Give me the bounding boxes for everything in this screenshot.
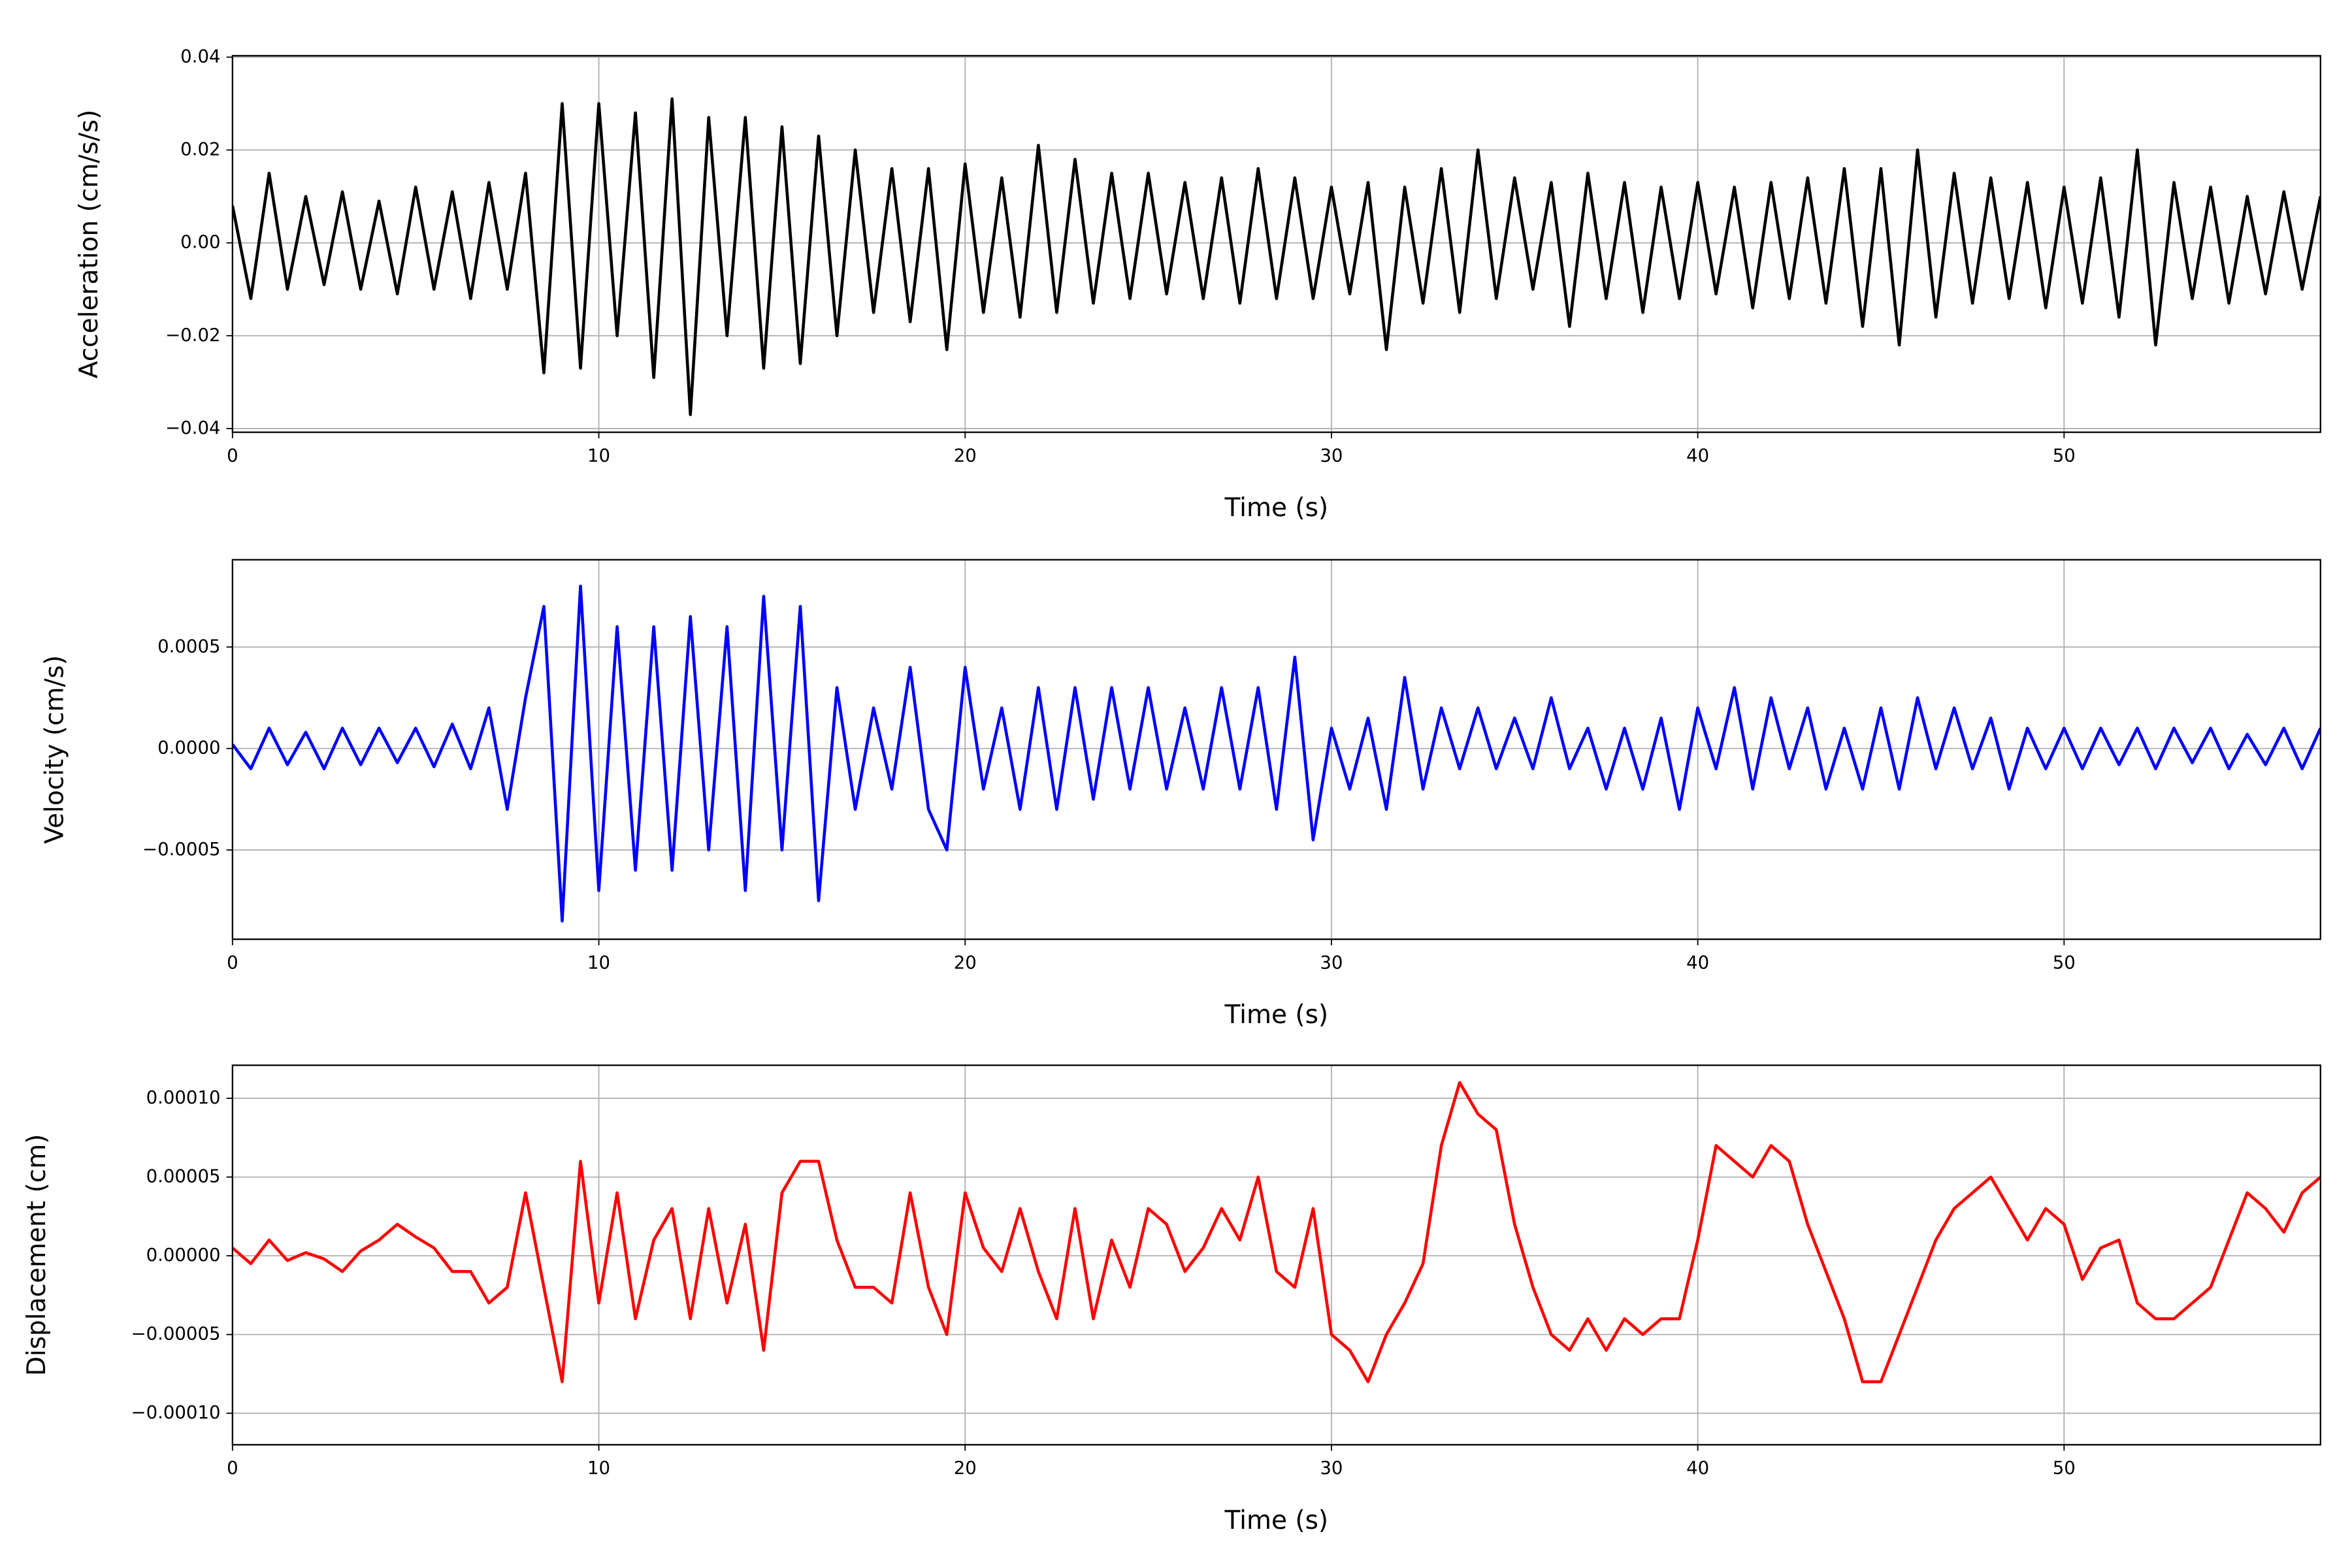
y-tick-label: 0.00005: [146, 1166, 221, 1187]
data-line: [232, 584, 2321, 923]
x-tick-label: 10: [587, 445, 610, 466]
x-axis-label: Time (s): [1224, 1506, 1328, 1535]
data-line: [232, 1081, 2321, 1384]
plot-area: [232, 97, 2321, 416]
y-tick-label: 0.0005: [157, 636, 220, 657]
x-tick-label: 20: [954, 952, 977, 973]
y-tick-label: 0.00: [180, 232, 220, 253]
x-tick-label: 0: [227, 1458, 238, 1478]
y-axis-label: Velocity (cm/s): [40, 655, 69, 844]
x-tick-label: 30: [1320, 445, 1343, 466]
data-line: [232, 97, 2321, 416]
x-tick-label: 50: [2053, 1458, 2076, 1478]
y-tick-label: 0.00010: [146, 1087, 221, 1108]
axes-frame: [231, 1064, 2321, 1446]
y-tick-label: 0.0000: [157, 738, 220, 759]
y-tick-label: −0.00010: [131, 1402, 221, 1423]
x-tick-label: 40: [1686, 1458, 1709, 1478]
panel: 0 10 20 30 40 50 −0.00010 −0.00005 0.00000 0.0000…: [22, 1064, 2321, 1535]
y-tick-label: 0.04: [180, 46, 220, 67]
x-tick-label: 30: [1320, 952, 1343, 973]
y-tick-label: −0.0005: [142, 839, 220, 860]
y-tick-label: 0.00000: [146, 1245, 221, 1266]
y-tick-label: −0.02: [165, 325, 220, 346]
x-tick-label: 40: [1686, 445, 1709, 466]
panel: 0 10 20 30 40 50 −0.0005 0.0000 0.0005 Time (s) Ve…: [40, 559, 2321, 1030]
x-tick-label: 30: [1320, 1458, 1343, 1478]
x-tick-label: 0: [227, 445, 238, 466]
x-tick-label: 0: [227, 952, 238, 973]
y-tick-label: 0.02: [180, 139, 220, 160]
x-tick-label: 20: [954, 1458, 977, 1478]
y-tick-label: −0.00005: [131, 1324, 221, 1345]
x-tick-label: 10: [587, 952, 610, 973]
plot-area: [232, 1081, 2321, 1384]
plot-area: [232, 584, 2321, 923]
x-tick-label: 20: [954, 445, 977, 466]
panel: 0 10 20 30 40 50 −0.04 −0.02 0.00 0.02 0.04 Time (s…: [74, 46, 2321, 523]
axes-frame: [231, 55, 2321, 433]
y-axis-label: Displacement (cm): [22, 1134, 52, 1377]
x-axis-label: Time (s): [1224, 1000, 1328, 1030]
y-tick-label: −0.04: [165, 417, 220, 438]
x-tick-label: 10: [587, 1458, 610, 1478]
axes-frame: [231, 559, 2321, 940]
x-tick-label: 40: [1686, 952, 1709, 973]
x-tick-label: 50: [2053, 952, 2076, 973]
x-tick-label: 50: [2053, 445, 2076, 466]
y-axis-label: Acceleration (cm/s/s): [74, 110, 104, 379]
x-axis-label: Time (s): [1224, 493, 1328, 523]
